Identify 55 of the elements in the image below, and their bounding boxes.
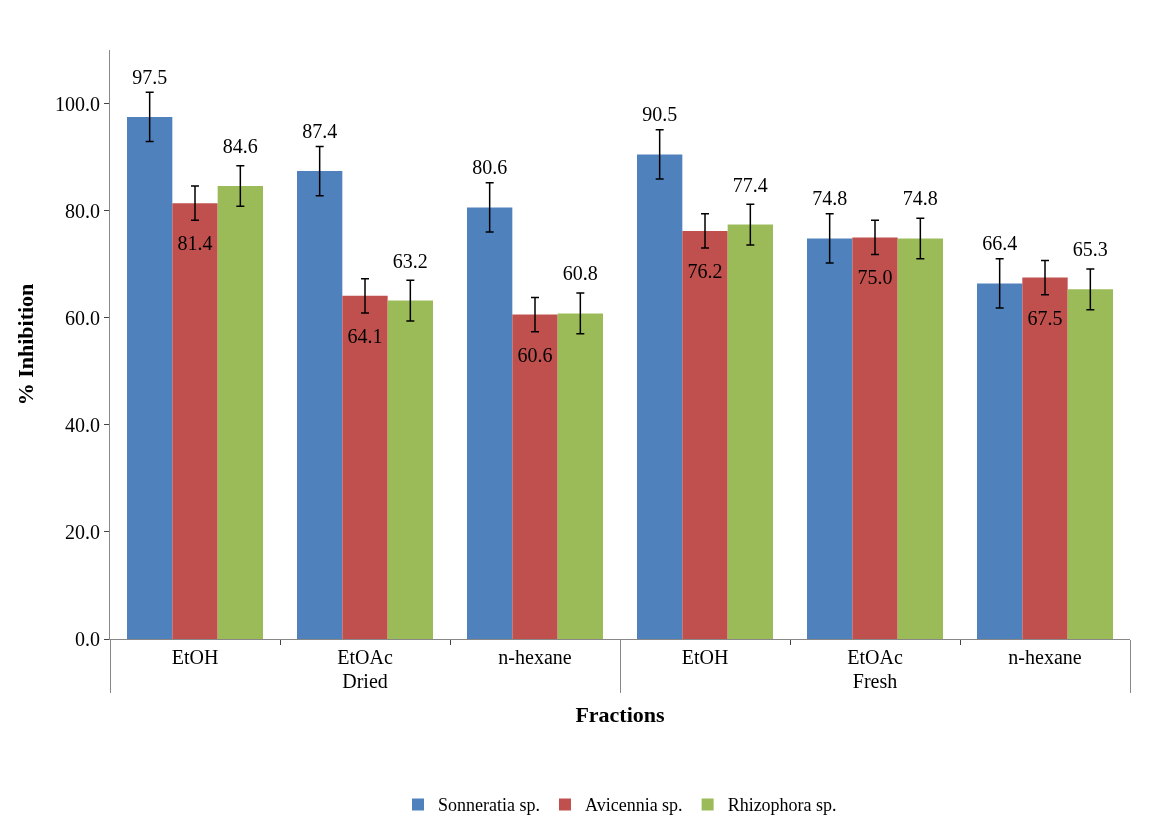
data-label: 90.5 [642,103,678,126]
y-tick-label: 100.0 [55,92,100,115]
data-label: 60.8 [562,262,598,285]
data-label: 81.4 [177,232,213,255]
x-tick-label: n-hexane [498,646,572,668]
data-label: 76.2 [687,259,723,282]
legend-label: Avicennia sp. [584,795,683,816]
data-label: 63.2 [392,249,428,272]
y-axis-title: % Inhibition [12,283,38,406]
data-label: 80.6 [472,156,508,179]
x-axis-title: Fractions [575,701,666,727]
y-tick-label: 60.0 [65,306,100,329]
bar [172,203,218,639]
bar [897,238,943,639]
y-tick-label: 20.0 [65,520,100,543]
legend-label: Sonneratia sp. [438,795,540,816]
data-label: 74.8 [902,187,938,210]
x-tick-label: EtOAc [847,646,903,668]
y-tick-label: 0.0 [75,628,100,650]
x-tick-label: EtOH [171,646,219,668]
data-label: 60.6 [517,343,553,366]
bar [297,171,343,639]
y-tick-label: 40.0 [65,413,100,436]
data-label: 87.4 [302,120,338,143]
data-label: 66.4 [982,232,1018,255]
bar [637,154,683,639]
bar [342,295,388,639]
x-tick-label: n-hexane [1008,646,1082,668]
bar [682,230,728,639]
data-label: 84.6 [222,135,258,158]
bar [557,313,603,639]
data-label: 97.5 [132,65,168,88]
bar [852,237,898,639]
x-tick-label: EtOH [681,646,729,668]
data-label: 74.8 [812,187,848,210]
x-tick-label: EtOAc [337,646,393,668]
data-label: 77.4 [732,173,768,196]
bar [512,314,558,639]
bar [467,207,513,639]
data-label: 64.1 [347,324,383,347]
y-tick-label: 80.0 [65,199,100,222]
bar [1022,277,1068,639]
bar [977,283,1023,639]
text: Fresh [852,670,898,692]
bar [387,300,433,639]
bar [217,186,263,639]
data-label: 67.5 [1027,306,1063,329]
bar [807,238,853,639]
data-label: 75.0 [857,266,893,289]
data-label: 65.3 [1072,238,1108,261]
bar [1067,289,1113,639]
text: Dried [342,670,388,692]
bar [127,116,173,639]
bar [727,224,773,639]
legend-label: Rhizophora sp. [727,795,837,816]
